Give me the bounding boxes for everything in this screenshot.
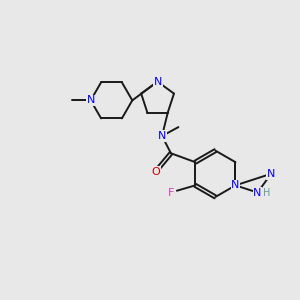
Text: N: N [153, 76, 162, 87]
Text: H: H [263, 188, 271, 197]
Text: F: F [168, 188, 175, 198]
Text: O: O [152, 167, 161, 177]
Text: N: N [158, 131, 166, 141]
Text: N: N [86, 95, 95, 105]
Text: N: N [267, 169, 275, 179]
Text: N: N [253, 188, 262, 197]
Text: N: N [231, 180, 240, 190]
